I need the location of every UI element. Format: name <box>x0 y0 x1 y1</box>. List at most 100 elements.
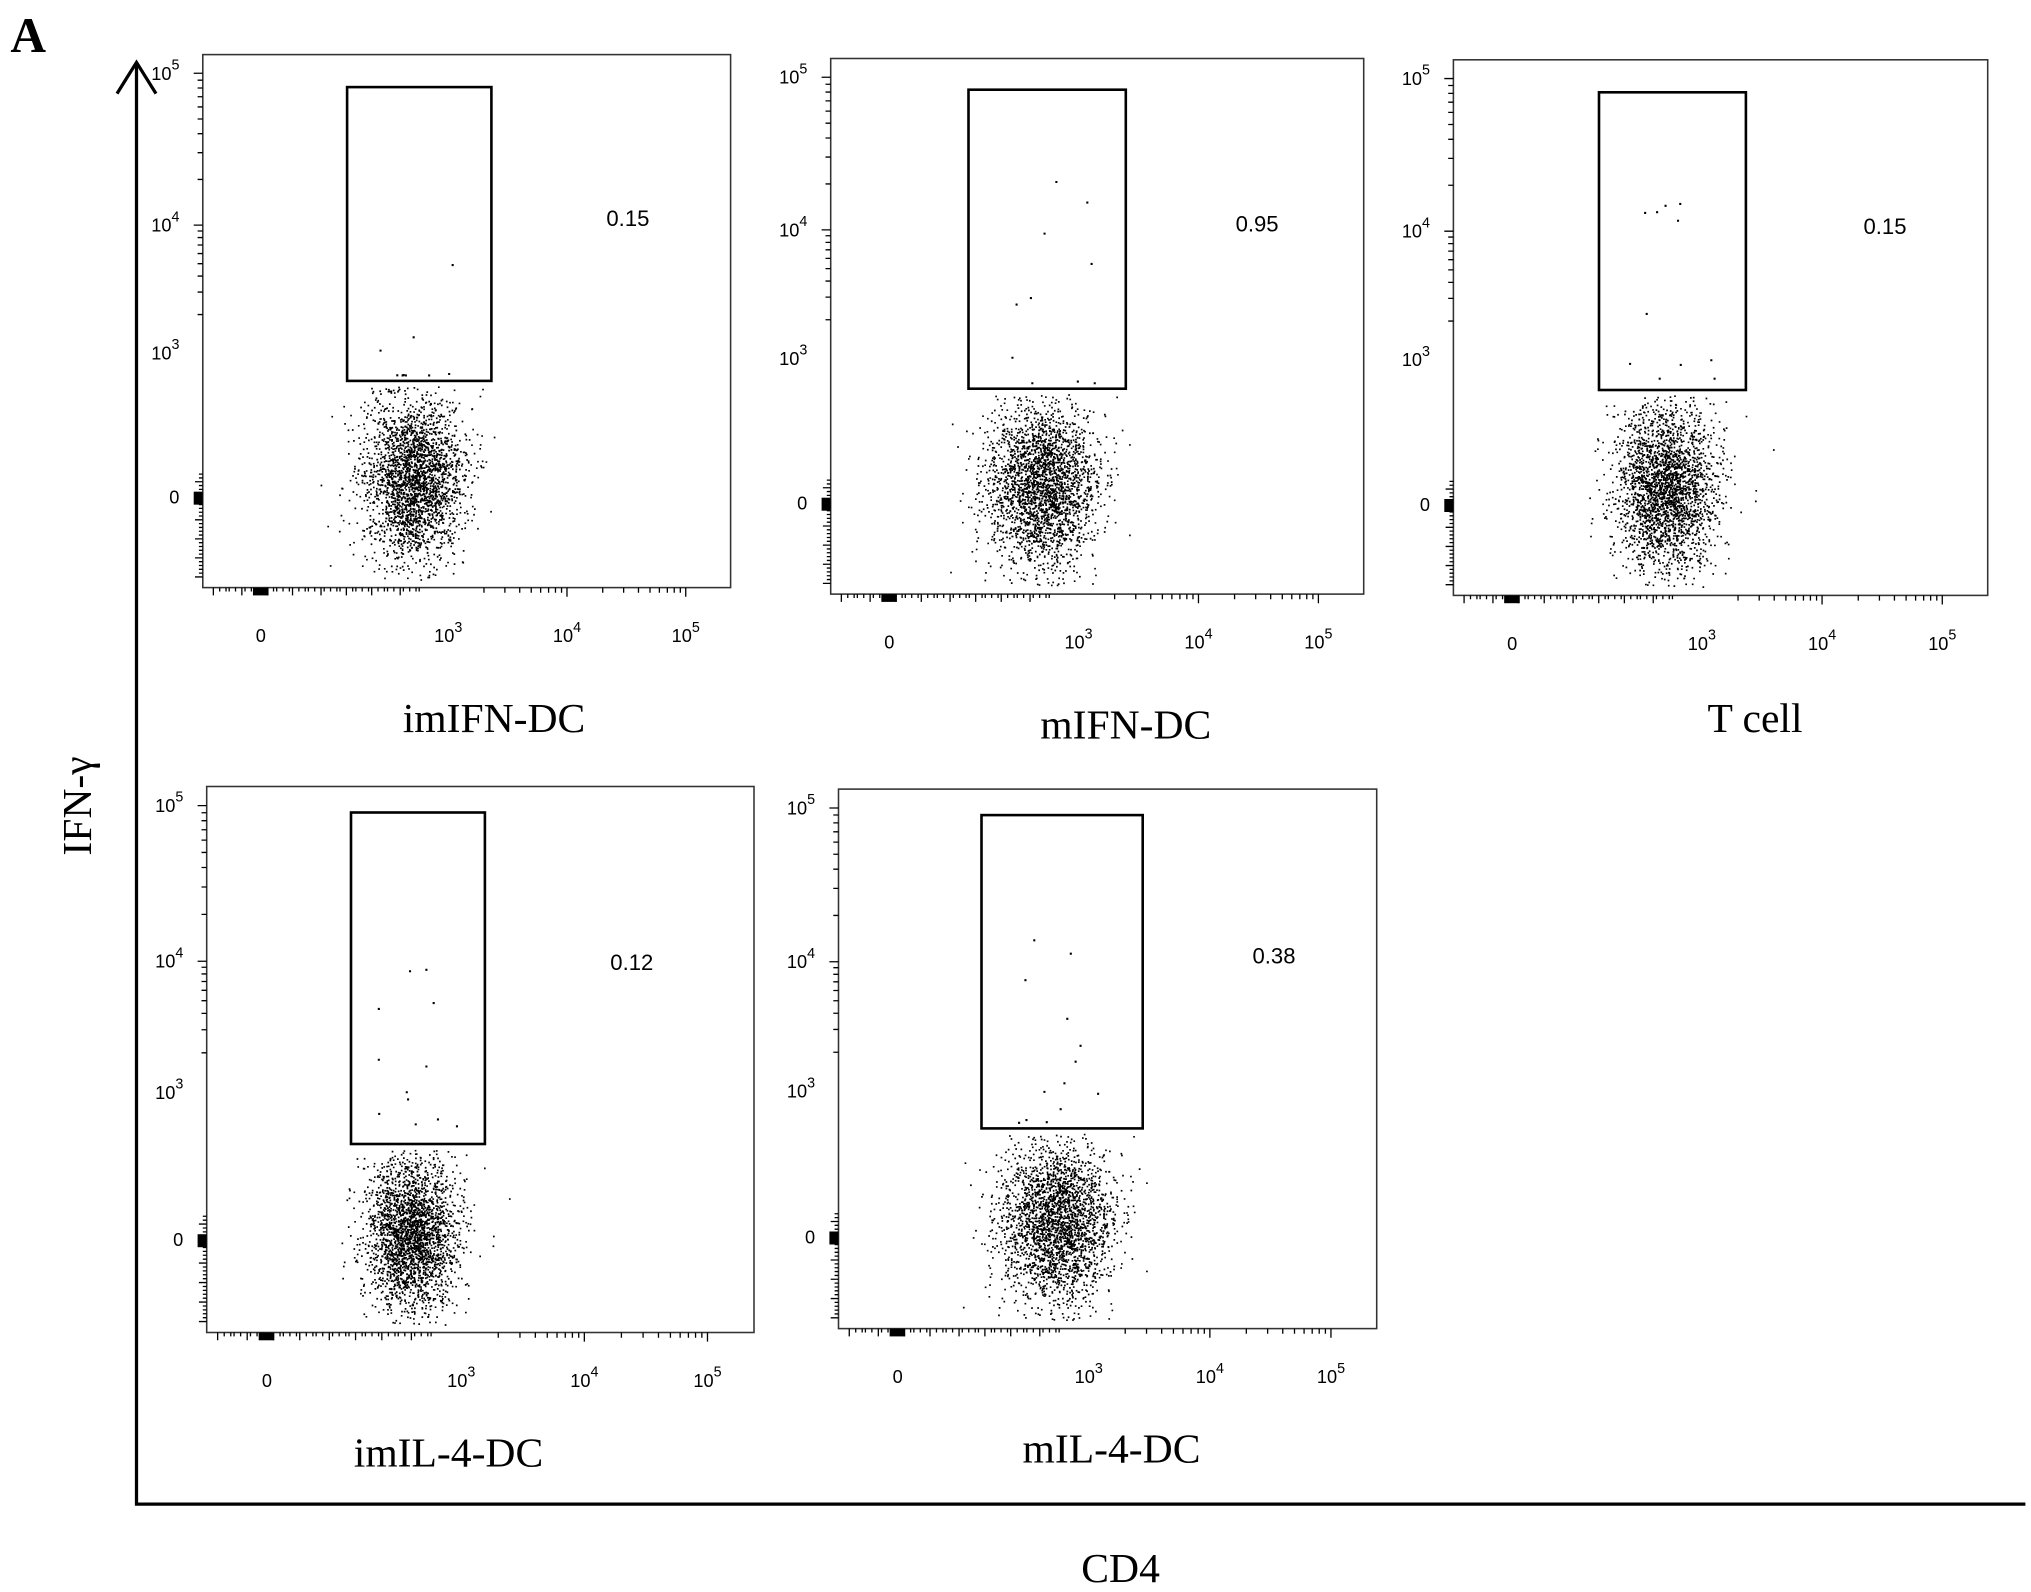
tick-label: 103 <box>787 1075 815 1101</box>
tick-base: 10 <box>447 1371 467 1391</box>
tick-exp: 4 <box>799 214 807 230</box>
gate-percent: 0.95 <box>1236 211 1279 236</box>
tick-label: 104 <box>1196 1361 1224 1387</box>
tick-label: 0 <box>256 626 266 646</box>
tick-exp: 3 <box>807 1075 815 1091</box>
tick-label: 103 <box>155 1076 183 1102</box>
panel-title: mIFN-DC <box>1040 701 1211 747</box>
panel-frame <box>202 53 732 589</box>
tick-exp: 4 <box>1828 628 1836 644</box>
tick-exp: 3 <box>1422 344 1430 360</box>
event-dots <box>950 180 1131 587</box>
tick-label: 104 <box>155 945 183 971</box>
gate <box>349 811 487 1146</box>
tick-base: 10 <box>1184 633 1204 653</box>
figure-root: A IFN-γ CD4 0 103 104 10501031041050.15imIF… <box>10 8 2026 1591</box>
tick-label: 103 <box>779 343 807 369</box>
gate <box>980 813 1144 1130</box>
tick-exp: 4 <box>175 945 183 961</box>
tick-exp: 4 <box>171 209 179 225</box>
axis-minor-ticks <box>821 76 1320 604</box>
gate <box>345 85 493 383</box>
tick-exp: 5 <box>692 620 700 636</box>
axis-minor-ticks <box>197 804 709 1342</box>
tick-label: 104 <box>1808 628 1836 654</box>
tick-exp: 5 <box>1325 626 1333 642</box>
zero-marker-x <box>1504 595 1520 604</box>
tick-label: 103 <box>447 1365 475 1391</box>
tick-base: 10 <box>151 216 171 236</box>
zero-marker-x <box>881 594 897 602</box>
tick-exp: 5 <box>799 61 807 77</box>
tick-exp: 3 <box>1708 628 1716 644</box>
tick-base: 10 <box>151 64 171 84</box>
zero-marker-y <box>829 1231 839 1245</box>
y-arrow <box>115 59 158 95</box>
tick-exp: 5 <box>807 792 815 808</box>
tick-base: 10 <box>1808 634 1828 654</box>
tick-label: 103 <box>1402 344 1430 370</box>
tick-exp: 3 <box>467 1365 475 1381</box>
tick-label: 103 <box>1064 626 1092 652</box>
tick-label: 104 <box>151 209 179 235</box>
tick-base: 10 <box>787 1082 807 1102</box>
tick-exp: 3 <box>454 620 462 636</box>
tick-base: 10 <box>1928 634 1948 654</box>
tick-label: 0 <box>262 1371 272 1391</box>
tick-base: 10 <box>779 220 799 240</box>
tick-exp: 5 <box>714 1365 722 1381</box>
tick-exp: 5 <box>175 790 183 806</box>
tick-base: 10 <box>553 626 573 646</box>
tick-label: 105 <box>155 790 183 816</box>
zero-marker-x <box>258 1332 275 1341</box>
zero-marker-y <box>1444 498 1454 512</box>
tick-label: 103 <box>1688 628 1716 654</box>
tick-base: 10 <box>787 952 807 972</box>
figure-label: A <box>10 8 46 63</box>
tick-exp: 4 <box>590 1365 598 1381</box>
tick-text: 0 <box>805 1227 815 1247</box>
panel-frame <box>829 57 1365 595</box>
panel-frame <box>205 785 755 1334</box>
gate-percent: 0.12 <box>610 950 653 975</box>
zero-marker-y <box>197 1234 207 1248</box>
tick-text: 0 <box>169 487 179 507</box>
tick-base: 10 <box>1304 633 1324 653</box>
axis-minor-ticks <box>829 807 1332 1338</box>
tick-text: 0 <box>1507 634 1517 654</box>
zero-marker-x <box>252 587 269 596</box>
gate-percent: 0.38 <box>1253 943 1296 968</box>
tick-exp: 3 <box>799 343 807 359</box>
tick-text: 0 <box>256 626 266 646</box>
tick-exp: 5 <box>1948 628 1956 644</box>
tick-exp: 3 <box>175 1076 183 1092</box>
tick-exp: 3 <box>171 337 179 353</box>
tick-label: 104 <box>779 214 807 240</box>
tick-label: 104 <box>570 1365 598 1391</box>
tick-base: 10 <box>151 344 171 364</box>
event-dots <box>1589 202 1775 588</box>
tick-text: 0 <box>884 633 894 653</box>
tick-base: 10 <box>434 626 454 646</box>
tick-label: 105 <box>672 620 700 646</box>
tick-base: 10 <box>779 349 799 369</box>
tick-label: 105 <box>693 1365 721 1391</box>
tick-text: 0 <box>797 494 807 514</box>
tick-base: 10 <box>1075 1367 1095 1387</box>
gate <box>1597 90 1748 392</box>
panel-frame <box>837 788 1378 1330</box>
tick-label: 105 <box>1928 628 1956 654</box>
tick-label: 105 <box>151 57 179 83</box>
tick-base: 10 <box>155 952 175 972</box>
tick-exp: 5 <box>1422 63 1430 79</box>
tick-base: 10 <box>570 1371 590 1391</box>
zero-marker-x <box>889 1328 906 1337</box>
tick-text: 0 <box>262 1371 272 1391</box>
tick-label: 105 <box>779 61 807 87</box>
x-axis-label: CD4 <box>1081 1545 1160 1591</box>
zero-marker-y <box>193 491 203 505</box>
